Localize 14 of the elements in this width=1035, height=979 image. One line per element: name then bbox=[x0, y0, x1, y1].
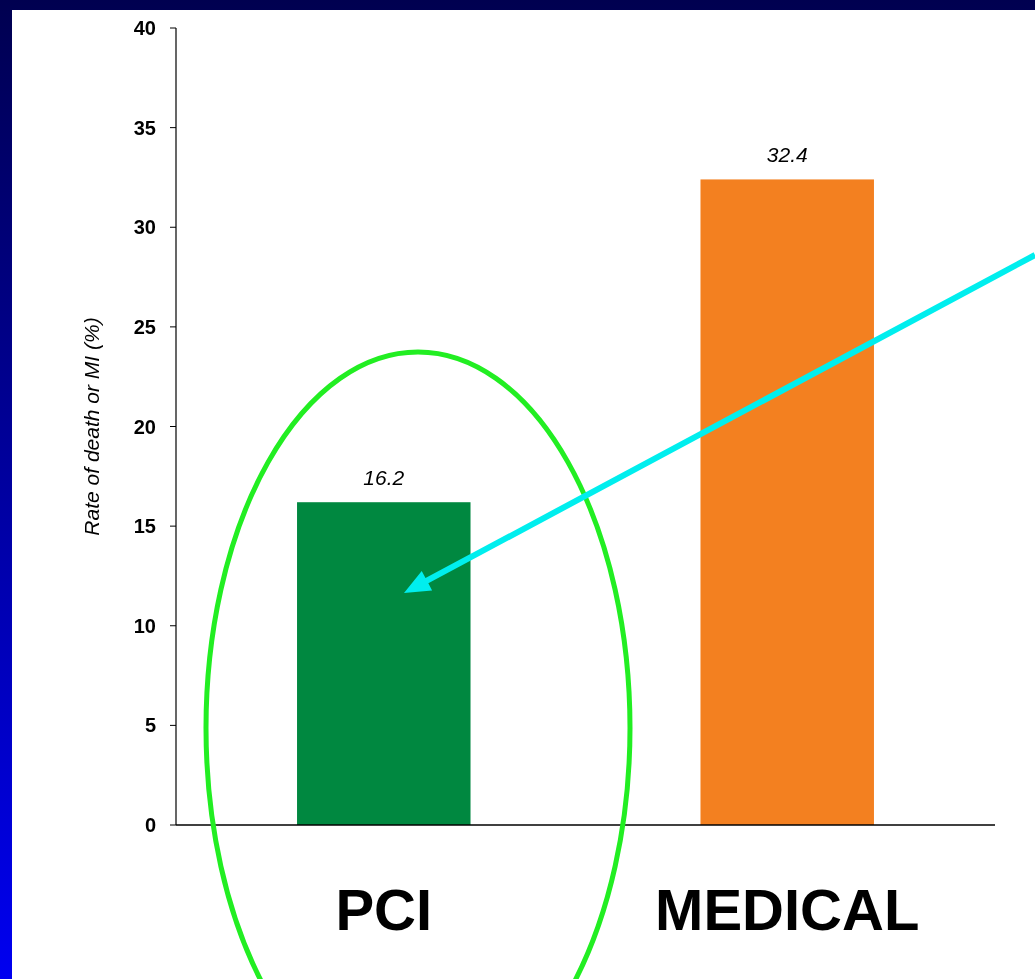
x-tick-label: PCI bbox=[335, 877, 433, 942]
y-tick-label: 25 bbox=[133, 315, 156, 338]
y-axis-title: Rate of death or MI (%) bbox=[80, 317, 103, 536]
y-tick-label: 5 bbox=[144, 714, 156, 737]
y-tick-label: 20 bbox=[133, 415, 156, 438]
y-tick-label: 35 bbox=[133, 116, 156, 139]
y-tick-label: 0 bbox=[144, 814, 156, 836]
y-tick-label: 40 bbox=[133, 17, 156, 39]
x-tick-label: MEDICAL bbox=[655, 877, 920, 942]
data-label: 16.2 bbox=[363, 466, 405, 490]
y-tick-label: 30 bbox=[133, 216, 156, 239]
y-tick-label: 10 bbox=[133, 614, 156, 637]
y-tick-label: 15 bbox=[133, 515, 156, 538]
data-label: 32.4 bbox=[766, 143, 808, 167]
